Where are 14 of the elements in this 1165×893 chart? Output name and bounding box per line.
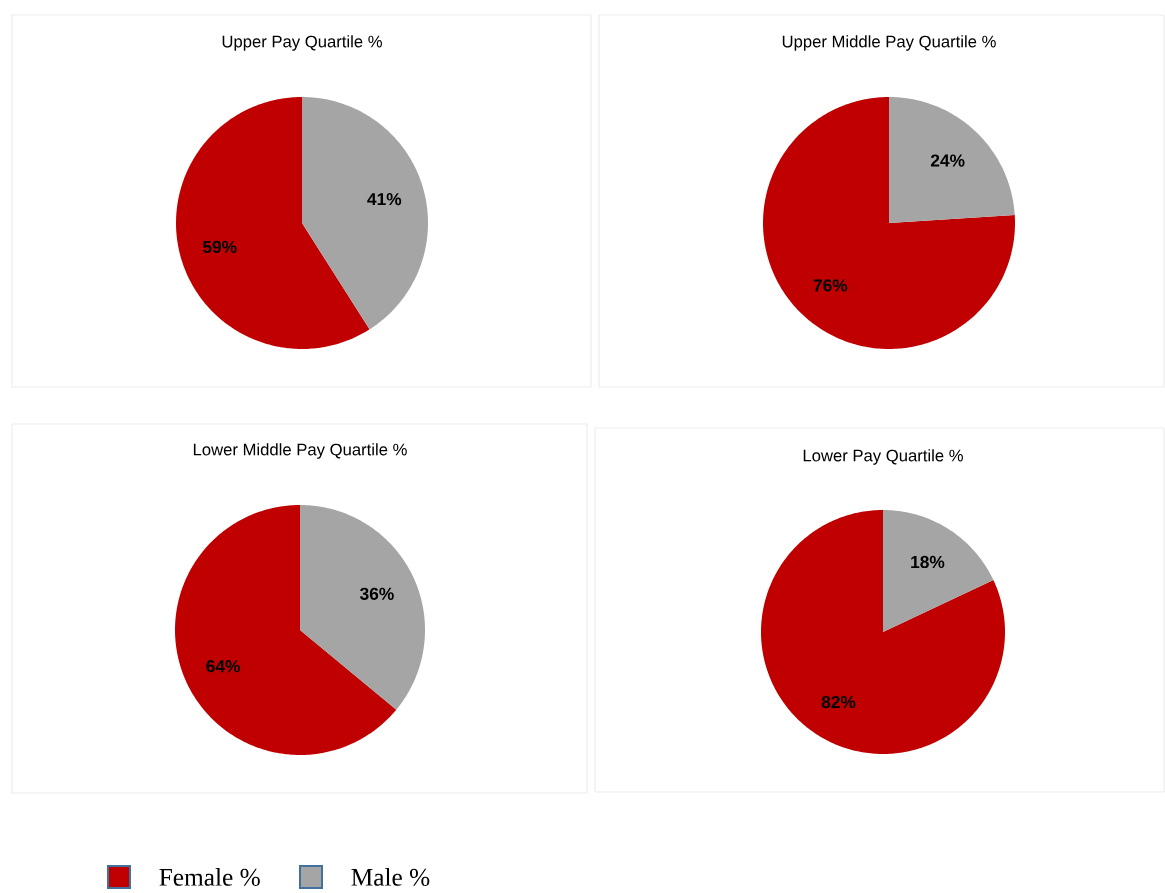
legend-label: Female % [159, 868, 260, 886]
data-label: 76% [813, 279, 848, 292]
data-label: 59% [202, 240, 237, 254]
chart-title: Lower Pay Quartile % [803, 449, 963, 465]
data-label: 24% [930, 154, 965, 167]
legend-label: Male % [351, 868, 430, 886]
chart-title: Upper Pay Quartile % [222, 35, 382, 51]
data-label: 18% [911, 555, 945, 569]
chart-title: Lower Middle Pay Quartile % [193, 443, 407, 459]
data-label: 82% [821, 695, 856, 709]
data-label: 36% [359, 587, 394, 600]
data-label: 41% [367, 192, 402, 206]
chart-title: Upper Middle Pay Quartile % [782, 35, 996, 51]
data-label: 64% [206, 660, 240, 673]
